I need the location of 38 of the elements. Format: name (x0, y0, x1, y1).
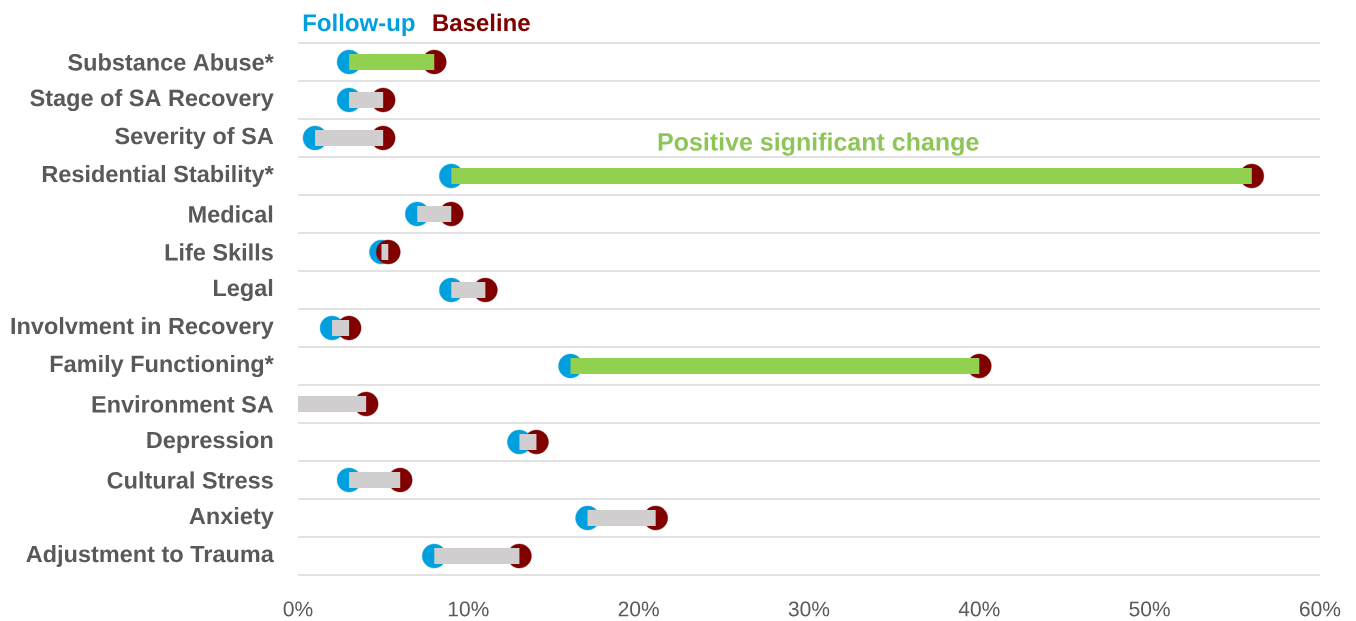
y-tick-label: Anxiety (189, 507, 274, 529)
bar (519, 434, 537, 450)
series-label: Follow-up (303, 13, 415, 36)
x-tick-label: 50% (1129, 601, 1170, 617)
y-tick-label: Substance Abuse* (68, 53, 274, 71)
y-tick-label: Stage of SA Recovery (30, 88, 274, 112)
bar (315, 130, 384, 146)
x-tick-label: 20% (618, 601, 659, 617)
bar (434, 548, 520, 564)
x-tick-label: 0% (283, 601, 313, 617)
annotation: Positive significant change (658, 132, 979, 156)
y-tick-label: Involvment in Recovery (11, 317, 274, 339)
y-tick-label: Legal (214, 279, 273, 302)
bar (332, 320, 350, 336)
y-tick-label: Life Skills (165, 243, 273, 261)
x-tick-label: 10% (448, 601, 489, 617)
x-tick-label: 30% (788, 601, 830, 617)
series-label: Baseline (433, 13, 530, 32)
y-tick-label: Family Functioning* (50, 355, 274, 378)
bar (349, 92, 384, 108)
bar (451, 168, 1252, 184)
bar (587, 510, 656, 526)
bar (381, 244, 389, 260)
bar (349, 472, 401, 488)
bar (417, 206, 452, 222)
y-tick-label: Severity of SA (115, 127, 274, 149)
y-tick-label: Adjustment to Trauma (26, 545, 274, 567)
x-tick-label: 40% (958, 601, 1000, 617)
y-tick-label: Depression (147, 431, 273, 453)
bar (451, 282, 486, 298)
x-tick-label: 60% (1299, 601, 1341, 617)
bar (349, 54, 435, 70)
y-tick-label: Cultural Stress (107, 471, 273, 489)
y-tick-label: Environment SA (92, 395, 274, 413)
y-tick-label: Residential Stability* (42, 165, 274, 187)
bar (570, 358, 980, 374)
bar (298, 396, 367, 412)
y-tick-label: Medical (189, 205, 273, 223)
